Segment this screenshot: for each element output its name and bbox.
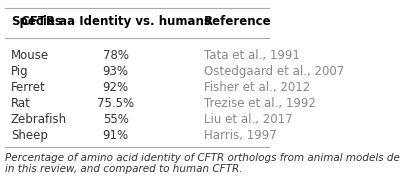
Text: Harris, 1997: Harris, 1997 [204, 130, 277, 142]
Text: 91%: 91% [102, 130, 129, 142]
Text: Liu et al., 2017: Liu et al., 2017 [204, 113, 293, 126]
Text: 78%: 78% [102, 49, 128, 62]
Text: Reference: Reference [204, 15, 272, 28]
Text: 55%: 55% [103, 113, 128, 126]
Text: 93%: 93% [102, 65, 128, 78]
Text: Species: Species [11, 15, 62, 28]
Text: Trezise et al., 1992: Trezise et al., 1992 [204, 97, 316, 110]
Text: Sheep: Sheep [11, 130, 48, 142]
Text: Tata et al., 1991: Tata et al., 1991 [204, 49, 300, 62]
Text: Rat: Rat [11, 97, 31, 110]
Text: Zebrafish: Zebrafish [11, 113, 67, 126]
Text: 92%: 92% [102, 81, 129, 94]
Text: CFTR aa Identity vs. humans: CFTR aa Identity vs. humans [21, 15, 210, 28]
Text: Fisher et al., 2012: Fisher et al., 2012 [204, 81, 310, 94]
Text: Percentage of amino acid identity of CFTR orthologs from animal models described: Percentage of amino acid identity of CFT… [6, 153, 400, 174]
Text: Ferret: Ferret [11, 81, 46, 94]
Text: Pig: Pig [11, 65, 28, 78]
Text: Mouse: Mouse [11, 49, 49, 62]
Text: Ostedgaard et al., 2007: Ostedgaard et al., 2007 [204, 65, 344, 78]
Text: 75.5%: 75.5% [97, 97, 134, 110]
